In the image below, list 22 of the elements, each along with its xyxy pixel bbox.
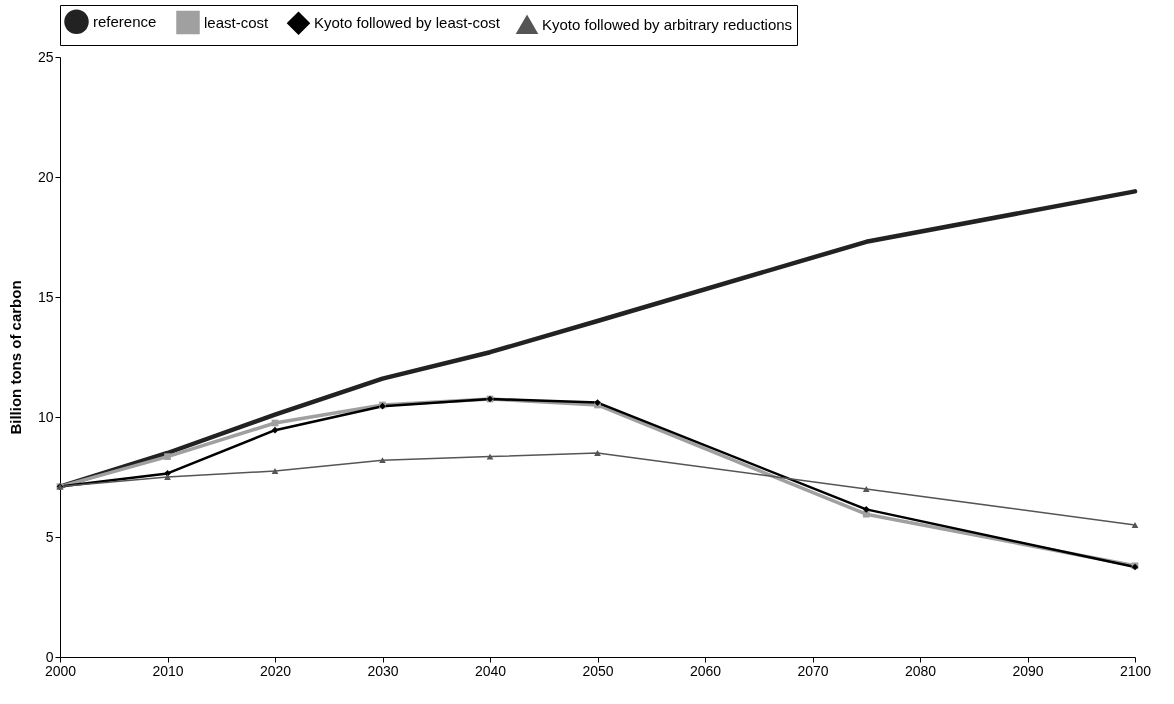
x-tick-label: 2050 [582,662,614,679]
x-tick-label: 2080 [904,662,937,679]
x-tick-label: 2000 [44,662,77,679]
legend-label: least-cost [204,13,270,31]
y-axis-title: Billion tons of carbon [6,280,24,435]
y-tick-label: 20 [37,168,54,185]
x-tick-label: 2060 [689,662,722,679]
y-tick-label: 0 [45,648,54,665]
x-tick-label: 2020 [259,662,292,679]
x-tick-label: 2090 [1012,662,1044,679]
legend-label: Kyoto followed by least-cost [314,14,501,32]
x-tick-label: 2040 [474,662,507,679]
y-tick-label: 15 [37,288,54,305]
x-tick-label: 2030 [367,662,399,679]
x-tick-label: 2010 [152,662,184,679]
x-tick-label: 2100 [1119,662,1152,679]
y-tick-label: 10 [37,408,54,425]
y-tick-label: 25 [37,48,54,65]
legend-label: reference [93,12,157,30]
legend-label: Kyoto followed by arbitrary reductions [542,15,793,33]
x-tick-label: 2070 [797,662,829,679]
y-tick-label: 5 [45,528,54,545]
